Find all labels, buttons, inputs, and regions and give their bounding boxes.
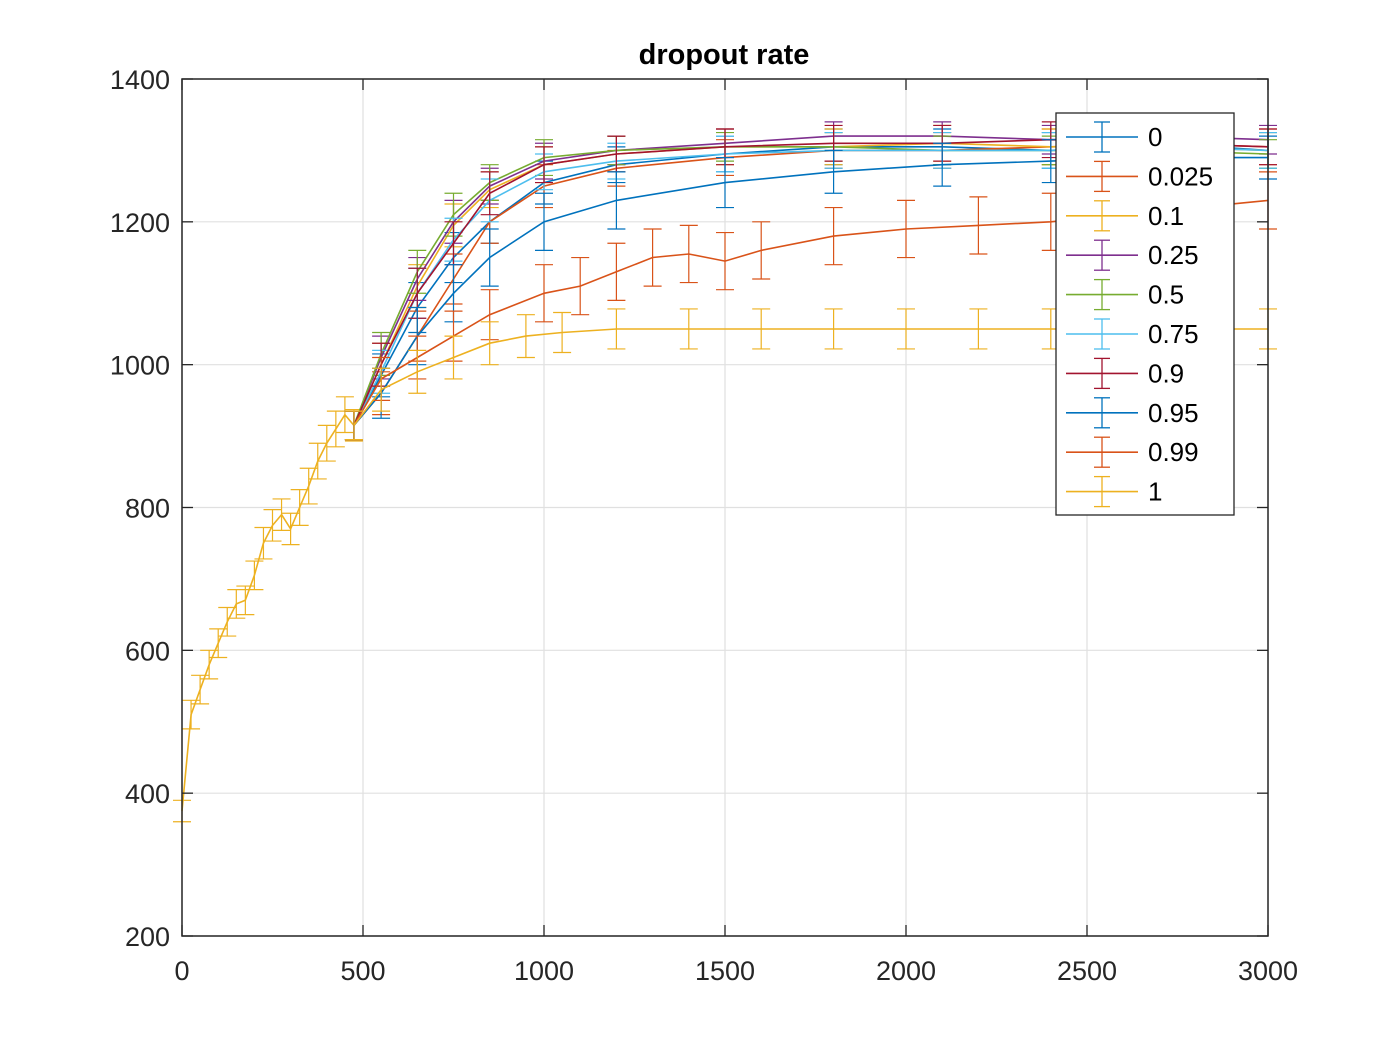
y-tick-label: 400 [125,779,170,809]
legend-entry: 0 [1066,121,1162,153]
legend-entry: 0.95 [1066,397,1199,429]
legend-box [1055,112,1235,516]
x-tick-label: 2000 [876,956,936,986]
y-tick-label: 1200 [110,208,170,238]
x-tick-label: 1000 [514,956,574,986]
legend-label: 0.99 [1148,437,1199,467]
legend-entry: 0.25 [1066,239,1199,271]
axes [181,78,1269,937]
legend-label: 0.025 [1148,161,1213,191]
y-tick-label: 600 [125,636,170,666]
y-tick-label: 200 [125,922,170,952]
x-tick-label: 500 [340,956,385,986]
legend-label: 0.9 [1148,358,1184,388]
legend-entry: 0.99 [1066,436,1199,468]
x-tick-label: 0 [174,956,189,986]
legend-entry: 0.75 [1066,318,1199,350]
series-line [181,413,355,812]
series-initial [173,396,363,823]
legend-label: 0.75 [1148,319,1199,349]
legend-entry: 1 [1066,475,1162,508]
legend-label: 1 [1148,477,1162,507]
legend-entry: 0.5 [1066,278,1184,311]
legend-label: 0.95 [1148,398,1199,428]
x-tick-label: 1500 [695,956,755,986]
y-tick-label: 1000 [110,351,170,381]
legend-label: 0 [1148,122,1162,152]
legend-label: 0.25 [1148,240,1199,270]
legend-entry: 0.1 [1066,200,1184,232]
tick-labels: 0 500 1000 1500 2000 2500 3000 200 400 600 800 1000… [110,65,1298,986]
x-tick-label: 2500 [1057,956,1117,986]
y-tick-label: 1400 [110,65,170,95]
legend: 0 0.025 0.1 0.25 0.5 0.75 0.9 0.95 0.99 1 [1055,112,1235,516]
legend-label: 0.1 [1148,201,1184,231]
legend-entry: 0.025 [1066,160,1213,193]
legend-label: 0.5 [1148,280,1184,310]
chart-title: dropout rate [639,39,810,71]
legend-entry: 0.9 [1066,357,1184,390]
y-tick-label: 800 [125,494,170,524]
x-tick-label: 3000 [1238,956,1298,986]
